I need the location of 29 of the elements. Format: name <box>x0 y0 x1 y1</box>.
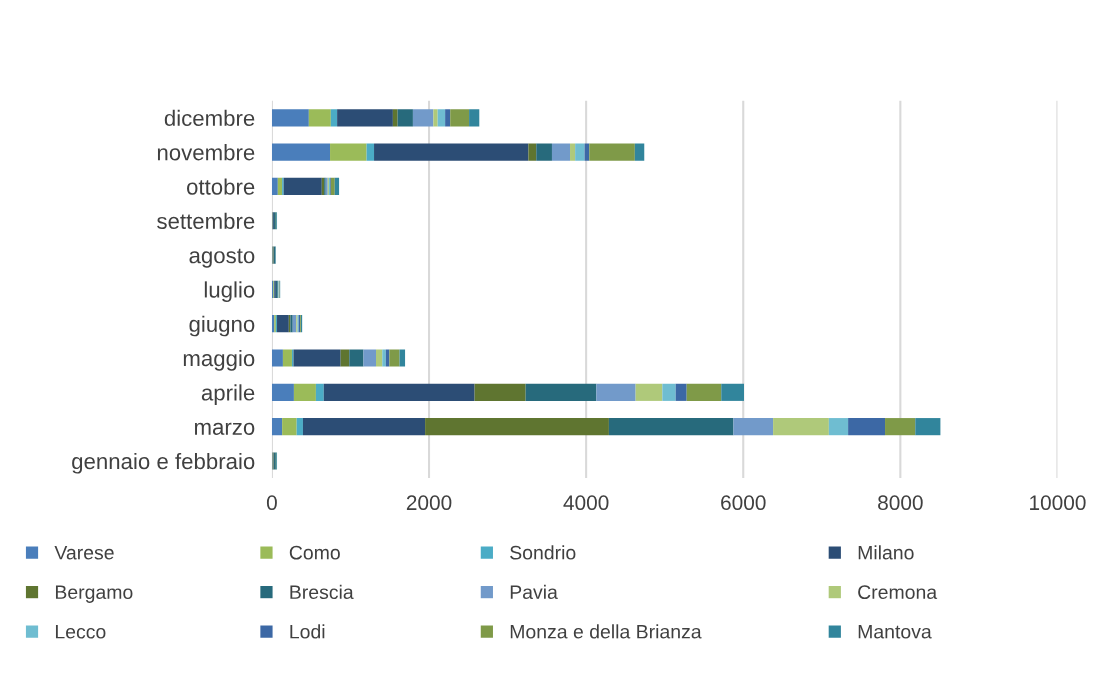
x-tick-label: 8000 <box>878 495 923 511</box>
legend-label: Lecco <box>55 624 106 639</box>
legend-label: Lodi <box>290 624 325 639</box>
legend-label: Sondrio <box>510 545 576 560</box>
legend-label: Bergamo <box>55 585 133 603</box>
x-tick-label: 6000 <box>721 495 766 511</box>
y-tick-label: aprile <box>201 384 255 405</box>
legend-label: Varese <box>54 545 114 560</box>
x-tick-label: 0 <box>266 495 277 511</box>
y-tick-label: settembre <box>157 212 255 230</box>
y-tick-label: agosto <box>189 248 255 268</box>
y-tick-label: ottobre <box>187 178 255 195</box>
y-tick-label: marzo <box>194 422 255 435</box>
y-tick-label: gennaio e febbraio <box>72 452 255 474</box>
legend-label: Mantova <box>858 624 932 639</box>
legend-label: Monza e della Brianza <box>510 624 702 639</box>
x-tick-label: 2000 <box>406 495 452 511</box>
y-tick-label: maggio <box>183 349 255 371</box>
legend-label: Brescia <box>290 584 354 600</box>
legend-label: Cremona <box>858 585 938 600</box>
legend-label: Milano <box>858 545 914 560</box>
x-tick-label: 4000 <box>563 495 609 511</box>
x-tick-label: 10000 <box>1030 495 1086 511</box>
legend-label: Pavia <box>510 584 558 600</box>
y-tick-label: dicembre <box>164 109 255 127</box>
y-tick-label: novembre <box>157 144 255 161</box>
y-tick-label: luglio <box>204 281 255 303</box>
y-tick-label: giugno <box>189 315 255 337</box>
legend-label: Como <box>289 545 340 560</box>
